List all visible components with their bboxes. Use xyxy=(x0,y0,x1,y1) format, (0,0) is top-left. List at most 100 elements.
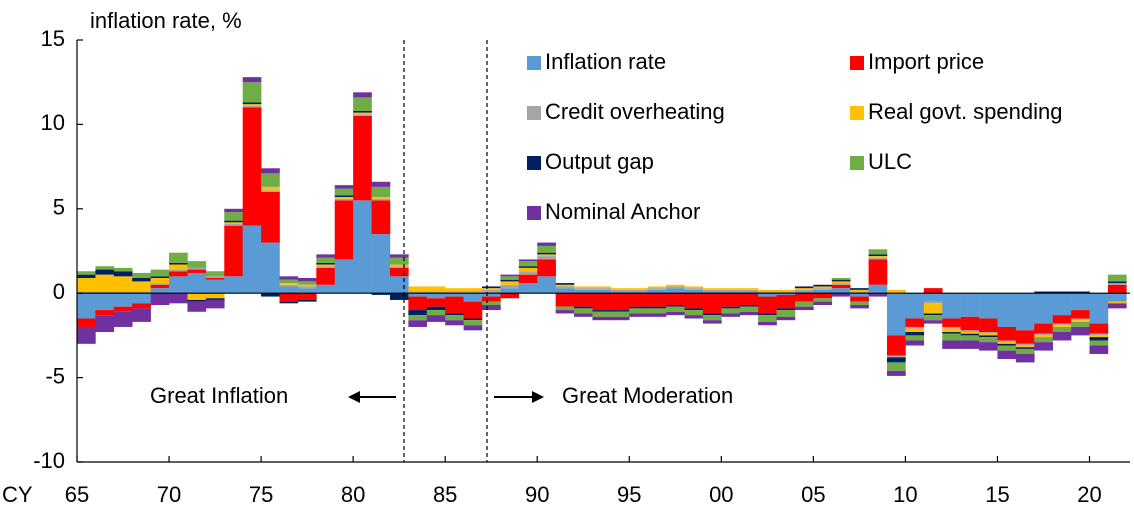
bar-segment xyxy=(1089,333,1109,336)
x-axis-title: CY xyxy=(2,482,33,507)
bar-segment xyxy=(353,97,372,111)
bar-segment xyxy=(371,181,391,187)
bar-segment xyxy=(1071,326,1090,336)
bar-segment xyxy=(169,271,188,277)
bar-segment xyxy=(942,326,961,329)
bar-segment xyxy=(887,357,906,363)
bar-segment xyxy=(334,195,354,197)
bar-segment xyxy=(316,267,336,285)
bar-segment xyxy=(500,284,520,289)
bar-segment xyxy=(150,293,170,306)
bar-segment xyxy=(794,301,814,307)
bar-segment xyxy=(1015,343,1035,346)
bar-segment xyxy=(482,305,501,311)
bar-segment xyxy=(666,293,685,306)
bar-segment xyxy=(923,288,943,294)
bar-segment xyxy=(610,293,630,311)
bar-segment xyxy=(113,311,133,327)
bar-segment xyxy=(205,298,225,300)
bar-segment xyxy=(610,311,630,317)
x-tick-label: 15 xyxy=(985,482,1009,507)
y-tick-label: -10 xyxy=(33,448,65,473)
bar-segment xyxy=(666,311,685,316)
bar-segment xyxy=(463,293,483,302)
bar-segment xyxy=(776,291,796,294)
bar-segment xyxy=(500,293,520,299)
bar-segment xyxy=(555,288,575,294)
bar-segment xyxy=(132,272,151,279)
bar-segment xyxy=(1089,337,1109,341)
bar-segment xyxy=(445,313,464,316)
bar-segment xyxy=(721,313,741,317)
bar-segment xyxy=(850,293,869,297)
bar-segment xyxy=(408,293,428,297)
bar-segment xyxy=(960,333,980,336)
bar-segment xyxy=(463,288,483,292)
bar-segment xyxy=(997,326,1017,341)
bar-segment xyxy=(537,276,556,294)
bar-segment xyxy=(95,274,115,292)
bar-segment xyxy=(224,220,243,223)
bar-segment xyxy=(1107,303,1127,309)
bar-segment xyxy=(739,311,759,316)
bar-segment xyxy=(979,332,998,334)
bar-segment xyxy=(297,293,317,300)
bar-segment xyxy=(574,308,593,314)
bar-segment xyxy=(887,362,906,371)
bar-segment xyxy=(684,293,704,309)
y-tick-label: 5 xyxy=(53,195,65,220)
bar-segment xyxy=(647,288,667,290)
bar-segment xyxy=(279,276,299,280)
bar-segment xyxy=(316,284,336,294)
bar-segment xyxy=(389,276,409,294)
bar-segment xyxy=(831,284,851,289)
bar-segment xyxy=(408,286,428,292)
bar-segment xyxy=(224,222,243,224)
bar-segment xyxy=(334,200,354,260)
bar-segment xyxy=(316,262,336,265)
bar-segment xyxy=(942,318,961,327)
bar-segment xyxy=(850,305,869,309)
bar-segment xyxy=(279,293,299,302)
bar-segment xyxy=(132,278,151,282)
x-tick-label: 90 xyxy=(525,482,549,507)
bar-segment xyxy=(1034,337,1053,343)
legend-swatch xyxy=(850,156,864,170)
bar-segment xyxy=(224,225,243,277)
bar-segment xyxy=(224,208,243,213)
bar-segment xyxy=(1052,293,1072,316)
bar-segment xyxy=(702,288,722,290)
bar-segment xyxy=(95,293,115,311)
bar-segment xyxy=(77,274,96,279)
y-tick-label: 10 xyxy=(41,110,65,135)
bar-segment xyxy=(297,278,317,282)
bar-segment xyxy=(850,296,869,302)
annotation: Great Moderation xyxy=(562,383,733,408)
bar-segment xyxy=(794,286,814,289)
bar-segment xyxy=(408,291,428,294)
bar-segment xyxy=(463,291,483,294)
bar-segment xyxy=(905,293,925,319)
bar-segment xyxy=(1071,310,1090,319)
bar-segment xyxy=(334,259,354,294)
bar-segment xyxy=(1034,323,1053,334)
bar-segment xyxy=(887,293,906,336)
bar-segment xyxy=(482,301,501,306)
bar-segment xyxy=(150,283,170,285)
bar-segment xyxy=(187,267,207,270)
bar-segment xyxy=(574,313,593,317)
bar-segment xyxy=(629,288,648,290)
bar-segment xyxy=(997,350,1017,360)
bar-segment xyxy=(537,259,556,277)
bar-segment xyxy=(721,293,741,307)
bar-segment xyxy=(758,321,777,326)
bar-segment xyxy=(1089,340,1109,346)
bar-segment xyxy=(426,293,446,299)
bar-segment xyxy=(868,249,888,255)
bar-segment xyxy=(187,301,207,312)
bar-segment xyxy=(592,286,612,289)
bar-segment xyxy=(794,306,814,311)
bar-segment xyxy=(776,294,796,309)
bar-segment xyxy=(389,267,409,277)
bar-segment xyxy=(518,261,538,267)
